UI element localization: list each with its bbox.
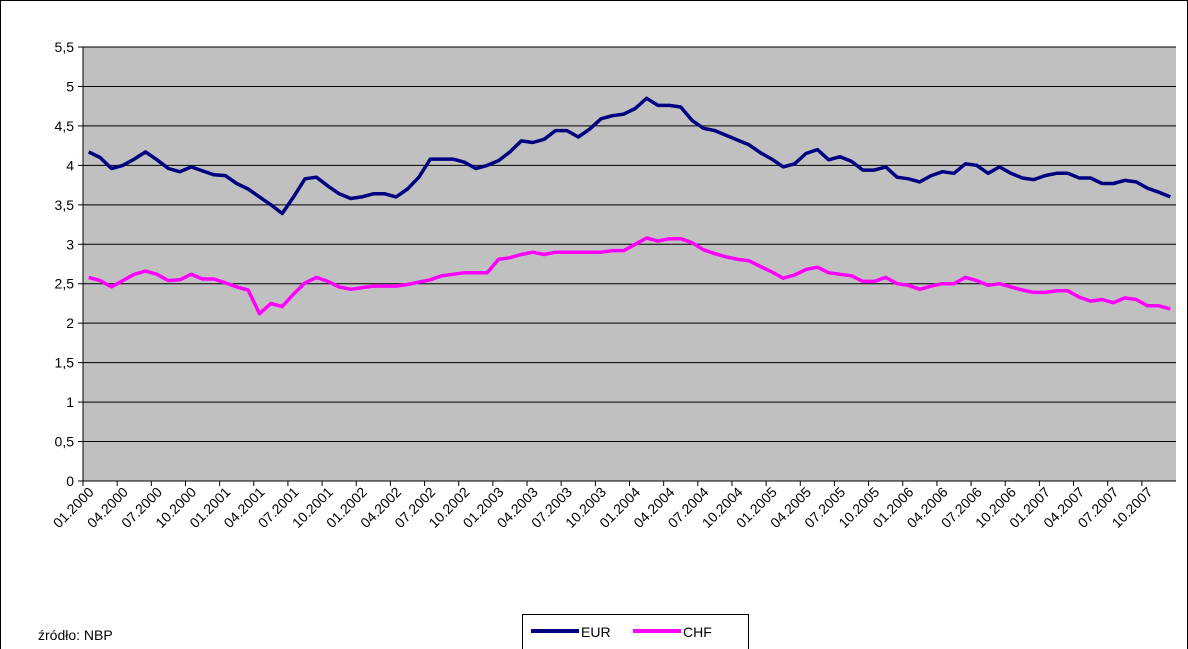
series-line <box>88 236 1171 316</box>
y-tick-label: 2 <box>66 315 74 331</box>
source-note: źródło: NBP <box>38 627 113 643</box>
legend-label: EUR <box>581 624 611 640</box>
y-tick-label: 2,5 <box>55 276 75 292</box>
y-tick-label: 5,5 <box>55 39 75 55</box>
series-line <box>87 96 1171 216</box>
y-tick-label: 5 <box>66 78 74 94</box>
y-tick-label: 3 <box>66 236 74 252</box>
legend-label: CHF <box>683 624 712 640</box>
y-tick-label: 1 <box>66 394 74 410</box>
y-tick-label: 1,5 <box>55 355 75 371</box>
plot-area <box>83 47 1176 481</box>
y-tick-label: 4 <box>66 157 74 173</box>
y-tick-label: 0 <box>66 473 74 489</box>
y-tick-label: 3,5 <box>55 197 75 213</box>
y-tick-label: 0,5 <box>55 434 75 450</box>
y-tick-label: 4,5 <box>55 118 75 134</box>
